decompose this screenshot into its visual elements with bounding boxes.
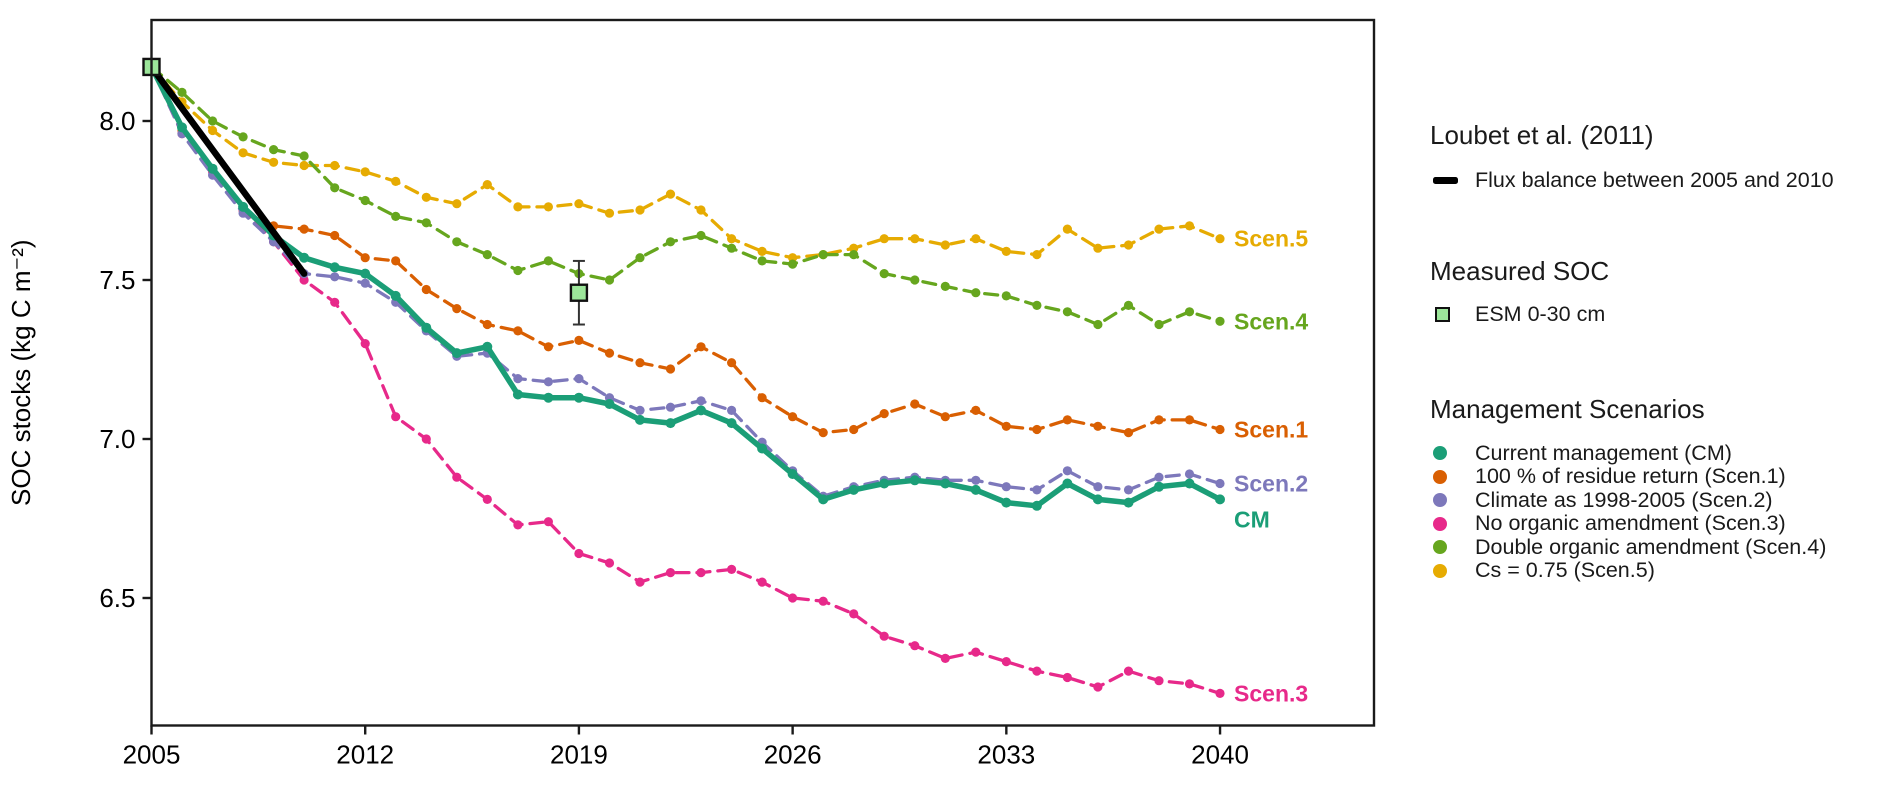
series-Scen.3: Scen.3 [146, 62, 1308, 706]
legend-item-label: Double organic amendment (Scen.4) [1475, 534, 1827, 559]
axes: 8.0 7.5 7.0 6.5 2005 2012 2019 2026 2033 2040 SOC … [6, 106, 1249, 770]
series-Scen.1: Scen.1 [146, 62, 1308, 442]
legend-item-scen1: 100 % of residue return (Scen.1) [1433, 464, 1786, 489]
scen1-dot-icon [1433, 469, 1447, 484]
esm-square-icon [1435, 306, 1450, 322]
y-tick-label: 7.5 [99, 265, 135, 295]
legend-item-label: 100 % of residue return (Scen.1) [1475, 464, 1786, 488]
legend-item-label: Current management (CM) [1475, 440, 1732, 465]
y-tick-label: 7.0 [99, 424, 135, 454]
series-Scen.4: Scen.4 [146, 62, 1308, 334]
series-label-Scen.2: Scen.2 [1234, 471, 1308, 497]
esm-point-2019 [569, 259, 589, 326]
legend-item-label: Cs = 0.75 (Scen.5) [1475, 558, 1655, 582]
series-CM: CM [146, 61, 1270, 532]
legend-item-label: Flux balance between 2005 and 2010 [1475, 167, 1834, 192]
legend-item-cm: Current management (CM) [1433, 441, 1732, 465]
y-axis-title: SOC stocks (kg C m⁻²) [6, 239, 36, 506]
legend-heading-measured-soc: Measured SOC [1430, 256, 1610, 286]
cm-dot-icon [1433, 446, 1447, 460]
x-tick-label: 2005 [123, 740, 181, 770]
scen5-dot-icon [1433, 563, 1447, 578]
legend-item-flux-balance: Flux balance between 2005 and 2010 [1433, 168, 1834, 192]
legend-item-label: Climate as 1998-2005 (Scen.2) [1475, 487, 1773, 512]
y-tick-label: 6.5 [99, 583, 135, 613]
series-Scen.2: Scen.2 [146, 62, 1308, 501]
series-label-Scen.1: Scen.1 [1234, 416, 1308, 442]
scen3-dot-icon [1433, 516, 1447, 531]
legend-item-scen3: No organic amendment (Scen.3) [1433, 511, 1786, 536]
x-tick-label: 2040 [1191, 740, 1249, 770]
legend-item-label: ESM 0-30 cm [1475, 301, 1606, 326]
flux-balance-line [148, 63, 308, 277]
y-tick-label: 8.0 [99, 106, 135, 136]
legend-item-scen2: Climate as 1998-2005 (Scen.2) [1433, 488, 1773, 512]
series-label-Scen.5: Scen.5 [1234, 226, 1308, 252]
scen4-dot-icon [1433, 540, 1447, 554]
series-label-Scen.3: Scen.3 [1234, 680, 1308, 706]
legend-heading-management-scenarios: Management Scenarios [1430, 394, 1705, 424]
x-tick-label: 2026 [764, 740, 822, 770]
series-label-CM: CM [1234, 506, 1270, 532]
plot-border [150, 18, 1376, 727]
x-tick-label: 2019 [550, 740, 608, 770]
x-tick-label: 2033 [977, 740, 1035, 770]
legend-item-scen5: Cs = 0.75 (Scen.5) [1433, 558, 1655, 583]
legend-item-esm: ESM 0-30 cm [1433, 302, 1605, 326]
legend-item-scen4: Double organic amendment (Scen.4) [1433, 535, 1826, 559]
flux-balance-dash-icon [1433, 176, 1458, 184]
soc-stocks-chart: 8.0 7.5 7.0 6.5 2005 2012 2019 2026 2033 2040 SOC … [6, 18, 1376, 770]
x-tick-label: 2012 [336, 740, 394, 770]
scen2-dot-icon [1433, 493, 1447, 507]
legend-item-label: No organic amendment (Scen.3) [1475, 511, 1786, 535]
legend-heading-loubet: Loubet et al. (2011) [1430, 120, 1654, 150]
series-label-Scen.4: Scen.4 [1234, 308, 1308, 334]
